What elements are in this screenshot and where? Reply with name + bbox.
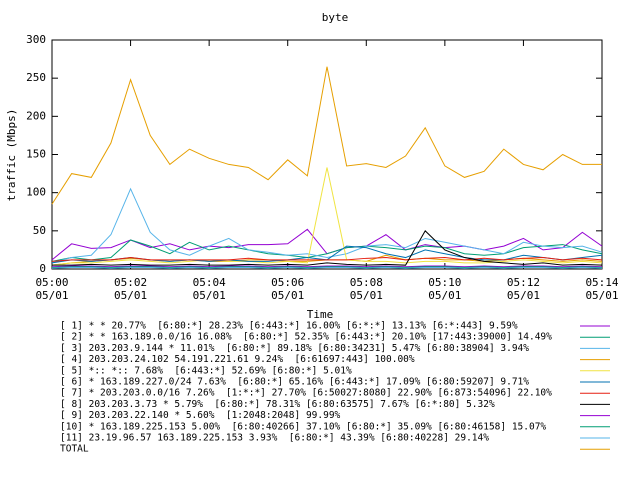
x-tick-date: 05/01 [428, 289, 461, 302]
legend-label: [ 9] 203.203.22.140 * 5.60% [1:2048:2048… [60, 410, 341, 421]
x-tick-label: 05:02 [114, 276, 147, 289]
series-line [51, 239, 603, 262]
x-axis-label: Time [307, 308, 334, 321]
series-line [51, 167, 603, 266]
y-axis-label: traffic (Mbps) [5, 109, 18, 202]
legend-label: [ 2] * * 163.189.0.0/16 16.08% [6:80:*] … [60, 332, 552, 343]
x-tick-label: 05:06 [271, 276, 304, 289]
series-line [51, 266, 603, 269]
legend-label: [11] 23.19.96.57 163.189.225.153 3.93% [… [60, 433, 489, 444]
x-tick-date: 05/01 [507, 289, 540, 302]
legend-label: [ 3] 203.203.9.144 * 11.01% [6:80:*] 89.… [60, 343, 529, 354]
x-tick-date: 05/01 [271, 289, 304, 302]
x-tick-label: 05:10 [428, 276, 461, 289]
x-tick-label: 05:14 [585, 276, 618, 289]
x-tick-date: 05/01 [35, 289, 68, 302]
legend-label: [ 6] * 163.189.227.0/24 7.63% [6:80:*] 6… [60, 377, 529, 388]
legend-label: [ 8] 203.203.3.73 * 5.79% [6:80:*] 78.31… [60, 399, 495, 410]
y-tick-label: 50 [33, 224, 46, 237]
y-tick-label: 100 [26, 186, 46, 199]
legend-label: TOTAL [60, 444, 89, 455]
x-tick-date: 05/01 [114, 289, 147, 302]
series-line [51, 66, 602, 205]
chart-title: byte [322, 11, 349, 24]
series-line [51, 187, 603, 264]
x-tick-label: 05:08 [350, 276, 383, 289]
y-tick-label: 150 [26, 148, 46, 161]
x-tick-label: 05:04 [193, 276, 226, 289]
series-line [51, 266, 603, 268]
legend-label: [ 7] * 203.203.0.0/16 7.26% [1:*:*] 27.7… [60, 388, 552, 399]
y-tick-label: 0 [39, 262, 46, 275]
y-tick-label: 200 [26, 109, 46, 122]
x-tick-date: 05/01 [350, 289, 383, 302]
x-tick-date: 05/01 [585, 289, 618, 302]
series-line [51, 265, 603, 268]
legend-label: [ 4] 203.203.24.102 54.191.221.61 9.24% … [60, 354, 415, 365]
x-tick-label: 05:00 [35, 276, 68, 289]
x-tick-date: 05/01 [193, 289, 226, 302]
legend-label: [ 5] *:: *:: 7.68% [6:443:*] 52.69% [6:8… [60, 365, 352, 376]
series-line [51, 257, 603, 262]
series-line [52, 230, 603, 266]
legend-label: [10] * 163.189.225.153 5.00% [6:80:40266… [60, 421, 546, 432]
y-tick-label: 250 [26, 71, 46, 84]
x-tick-label: 05:12 [507, 276, 540, 289]
legend-label: [ 1] * * 20.77% [6:80:*] 28.23% [6:443:*… [60, 321, 518, 332]
y-tick-label: 300 [26, 33, 46, 46]
